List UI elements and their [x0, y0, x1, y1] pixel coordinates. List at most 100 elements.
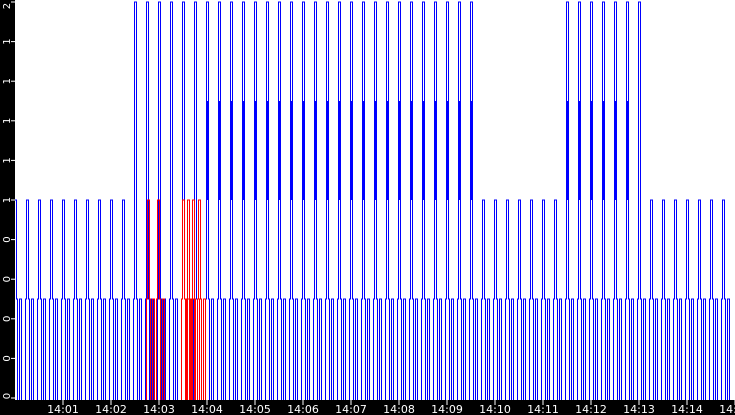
pulse-mark: [421, 1, 426, 400]
x-tick-label: 14:06: [287, 403, 319, 415]
pulse-mark-low: [203, 298, 206, 400]
pulse-mark: [481, 199, 486, 400]
pulse-mark: [133, 1, 138, 400]
pulse-mark: [529, 199, 534, 400]
pulse-mark: [229, 1, 234, 400]
pulse-mark-low: [451, 298, 454, 400]
pulse-mark-low: [223, 298, 226, 400]
pulse-mark-low: [391, 298, 394, 400]
pulse-mark-low: [331, 298, 334, 400]
pulse-mark: [637, 1, 642, 400]
y-tick-label: 0: [2, 276, 13, 282]
pulse-mark: [553, 199, 558, 400]
pulse-mark: [397, 1, 402, 400]
x-tick-label: 14:07: [335, 403, 367, 415]
pulse-mark: [373, 1, 378, 400]
pulse-mark: [109, 199, 114, 400]
pulse-mark: [709, 199, 714, 400]
series-1: [146, 199, 206, 400]
pulse-mark-low: [259, 298, 262, 400]
pulse-mark-low: [379, 298, 382, 400]
pulse-mark-low: [343, 298, 346, 400]
pulse-mark-low: [427, 298, 430, 400]
pulse-mark: [169, 1, 174, 400]
pulse-mark: [445, 1, 450, 400]
pulse-mark: [661, 199, 666, 400]
y-axis-bar: [0, 0, 15, 415]
x-tick-label: 14:02: [95, 403, 127, 415]
x-tick-label: 14:12: [575, 403, 607, 415]
pulse-mark-low: [535, 298, 538, 400]
y-tick-label: 1: [2, 38, 13, 44]
pulse-mark: [25, 199, 30, 400]
x-tick-label: 14:05: [239, 403, 271, 415]
pulse-mark-low: [91, 298, 94, 400]
pulse-mark: [186, 199, 191, 400]
pulse-mark-low: [463, 298, 466, 400]
y-tick-label: 1: [2, 78, 13, 84]
pulse-mark-low: [595, 298, 598, 400]
pulse-mark: [721, 199, 726, 400]
pulse-mark-low: [475, 298, 478, 400]
x-tick-label: 14:08: [383, 403, 415, 415]
pulse-mark: [121, 199, 126, 400]
pulse-mark: [289, 1, 294, 400]
y-tick-label: 2: [2, 3, 13, 9]
y-tick-label: 0: [2, 316, 13, 322]
pulse-mark: [217, 1, 222, 400]
pulse-mark-low: [295, 298, 298, 400]
pulse-mark-low: [523, 298, 526, 400]
y-tick-label: 1: [2, 197, 13, 203]
x-tick-label: 14:01: [47, 403, 79, 415]
pulse-mark: [277, 1, 282, 400]
y-tick-label: 1: [2, 118, 13, 124]
pulse-mark-low: [19, 298, 22, 400]
pulse-mark-low: [271, 298, 274, 400]
pulse-mark: [337, 1, 342, 400]
pulse-mark: [493, 199, 498, 400]
x-tick-label: 14:03: [143, 403, 175, 415]
pulse-mark-low: [355, 298, 358, 400]
pulse-mark: [97, 199, 102, 400]
pulse-mark: [265, 1, 270, 400]
pulse-mark: [565, 1, 570, 400]
series-layer: [13, 1, 730, 400]
pulse-mark-low: [703, 298, 706, 400]
pulse-mark-low: [367, 298, 370, 400]
pulse-mark: [697, 199, 702, 400]
pulse-mark: [457, 1, 462, 400]
pulse-mark-low: [607, 298, 610, 400]
pulse-mark: [469, 1, 474, 400]
pulse-mark-low: [31, 298, 34, 400]
x-tick-label: 14:11: [527, 403, 559, 415]
pulse-mark: [73, 199, 78, 400]
pulse-mark: [409, 1, 414, 400]
pulse-mark: [197, 199, 202, 400]
pulse-mark: [505, 199, 510, 400]
pulse-mark-low: [487, 298, 490, 400]
pulse-mark: [577, 1, 582, 400]
y-axis: 0 0 0 0 0 1 1 1 1 1 2: [2, 1, 15, 399]
pulse-mark: [433, 1, 438, 400]
pulse-mark-low: [187, 298, 190, 400]
x-axis: 14:01 14:02 14:03 14:04 14:05 14:06 14:07 14:08…: [47, 400, 735, 415]
pulse-mark: [325, 1, 330, 400]
pulse-mark: [301, 1, 306, 400]
pulse-mark: [146, 199, 151, 400]
pulse-mark-low: [55, 298, 58, 400]
y-tick-label: 0: [2, 393, 13, 399]
pulse-mark-low: [679, 298, 682, 400]
x-tick-label: 14:13: [623, 403, 655, 415]
x-tick-label: 14:09: [431, 403, 463, 415]
pulse-mark: [49, 199, 54, 400]
pulse-mark: [601, 1, 606, 400]
pulse-mark-low: [307, 298, 310, 400]
pulse-mark-low: [247, 298, 250, 400]
y-tick-label: 0: [2, 236, 13, 242]
pulse-mark-low: [715, 298, 718, 400]
pulse-mark-low: [127, 298, 130, 400]
pulse-mark: [517, 199, 522, 400]
x-tick-label: 14:15: [719, 403, 735, 415]
pulse-mark-low: [403, 298, 406, 400]
pulse-mark-low: [192, 298, 195, 400]
